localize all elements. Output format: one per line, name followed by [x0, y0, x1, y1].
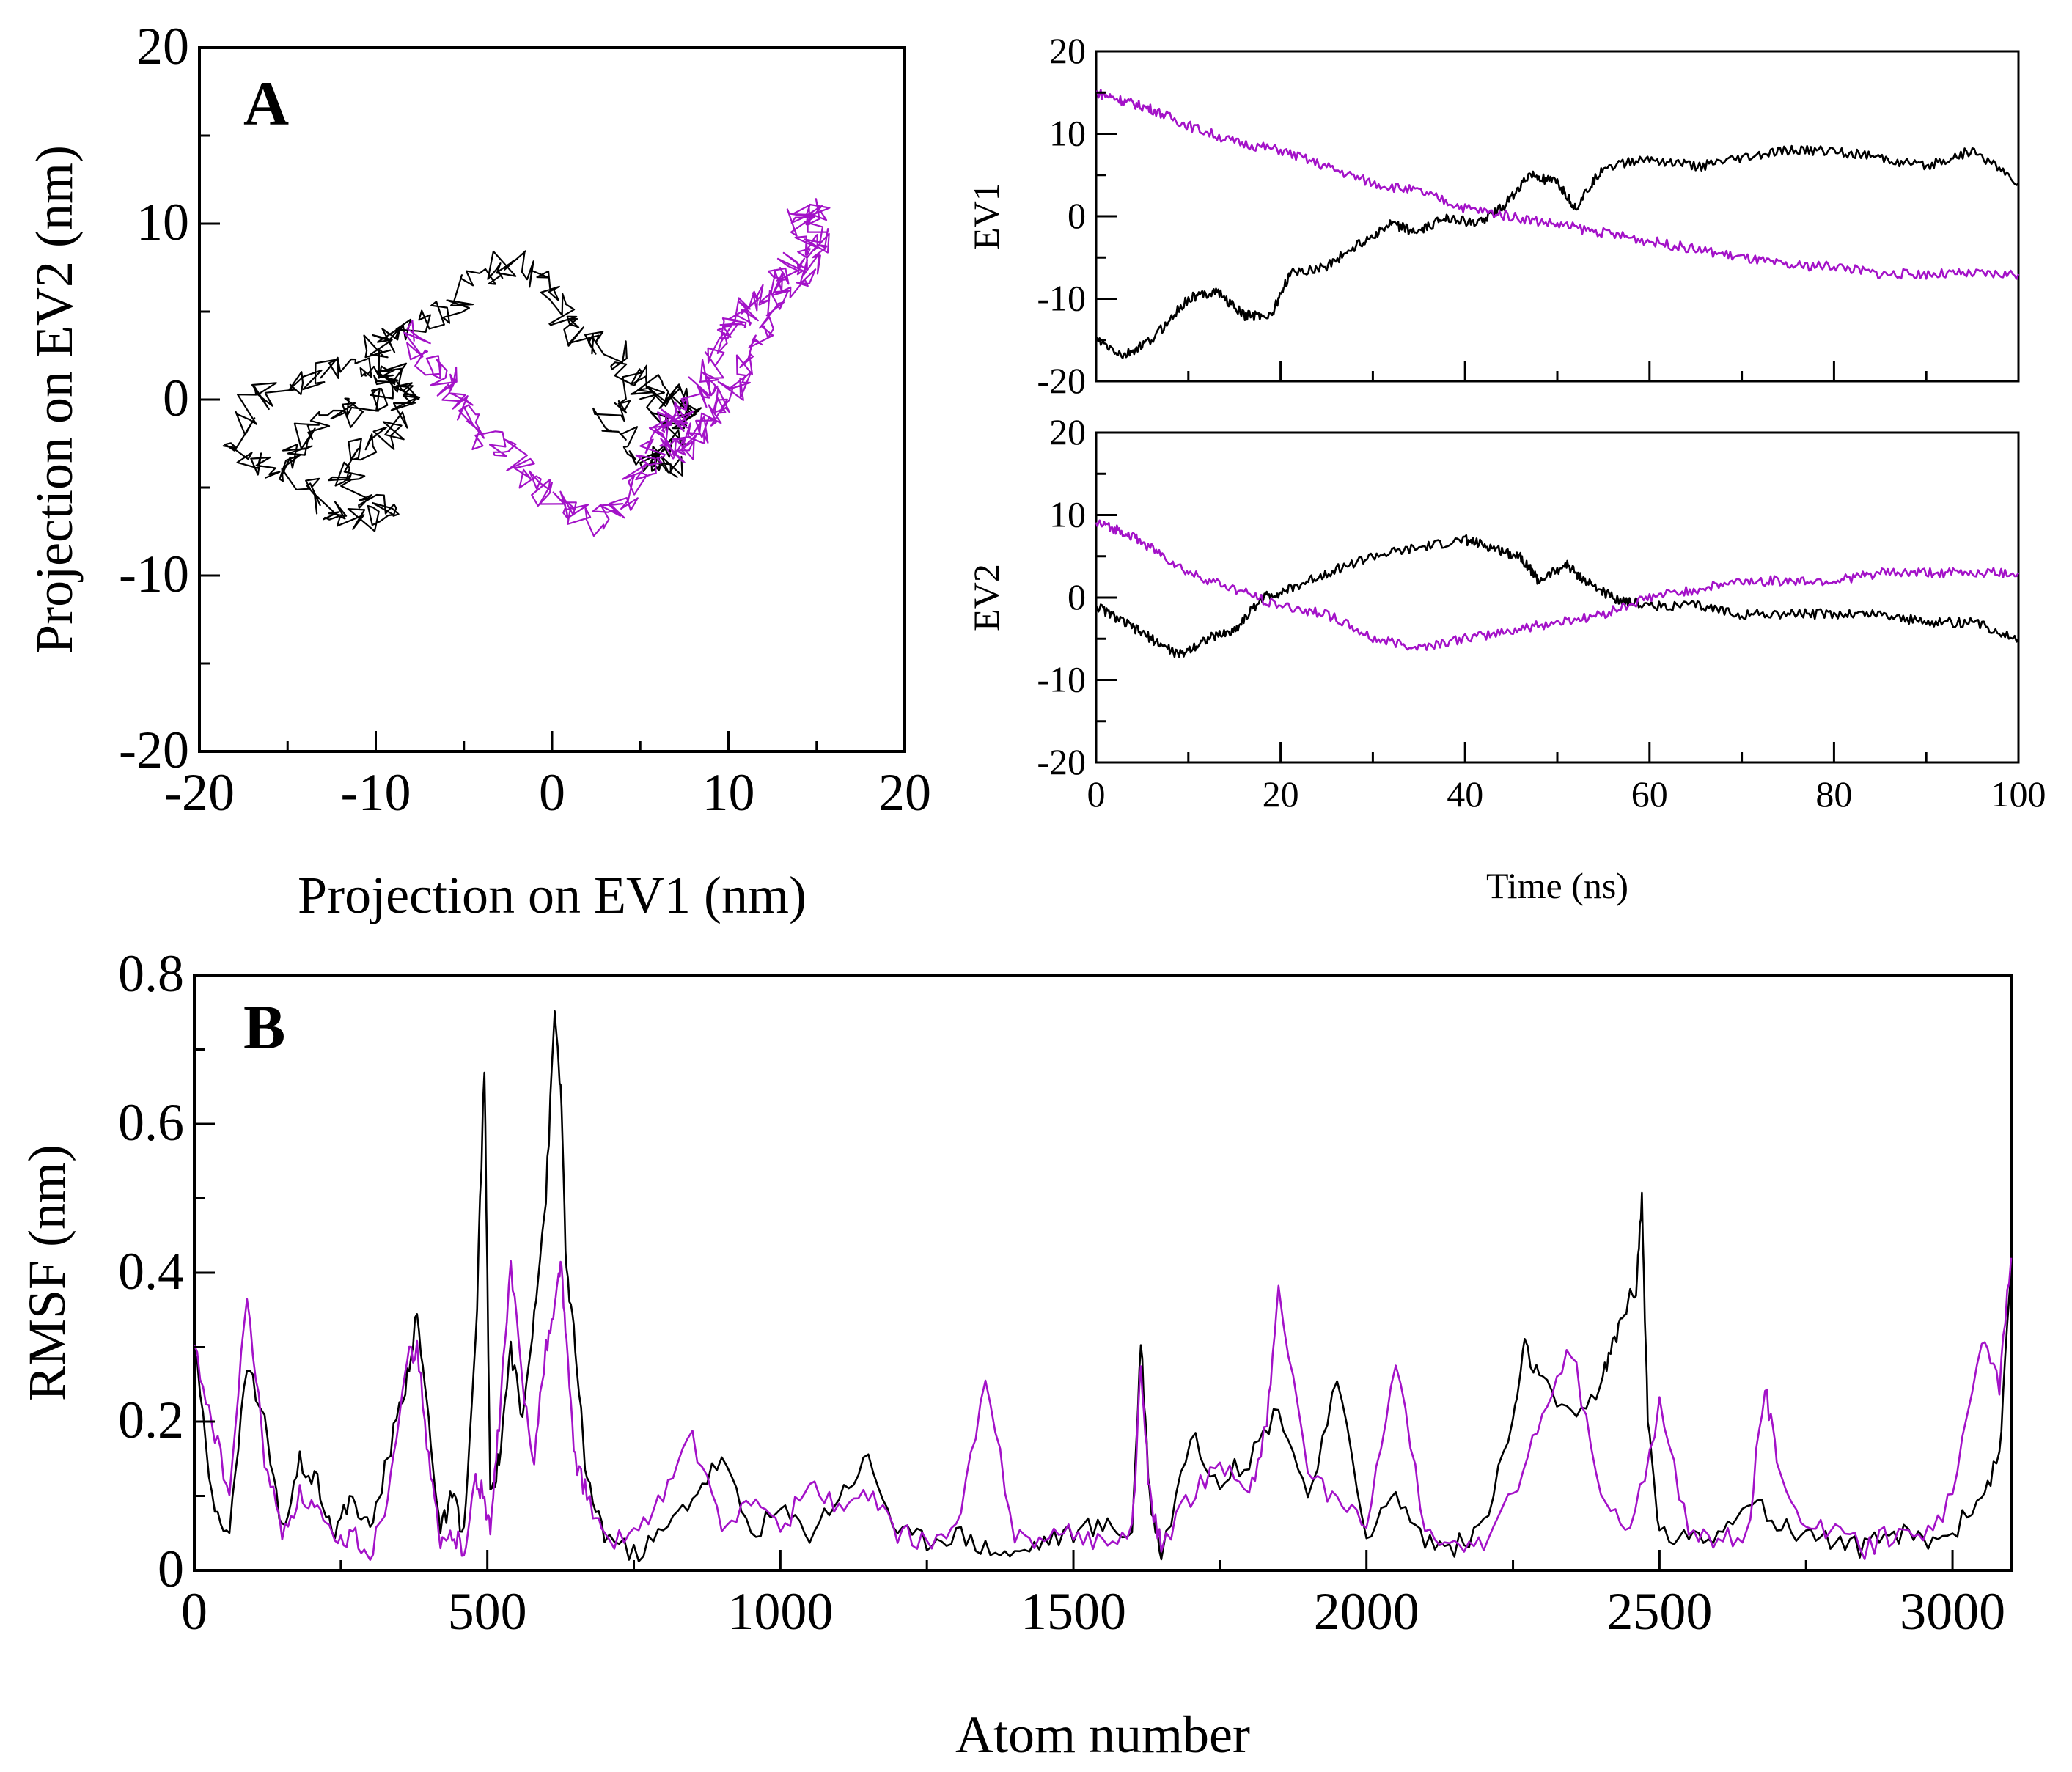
x-tick-label: 2500: [1606, 1582, 1712, 1641]
x-tick-label: 500: [448, 1582, 527, 1641]
y-axis-title: RMSF (nm): [18, 1144, 76, 1401]
plot-frame: [198, 46, 906, 753]
x-axis-title: Time (ns): [1486, 865, 1628, 906]
y-tick-label: -10: [119, 545, 189, 603]
y-tick-label: 20: [136, 17, 189, 76]
x-tick-label: 20: [1263, 773, 1299, 815]
y-tick-label: 10: [1049, 494, 1086, 535]
series-purple-line: [1095, 89, 2020, 280]
y-axis-title: Projection on EV2 (nm): [25, 145, 84, 654]
x-tick-label: 0: [1087, 773, 1106, 815]
y-tick-label: 0.4: [118, 1242, 184, 1301]
x-axis-title: Atom number: [955, 1705, 1250, 1764]
x-tick-label: 20: [878, 763, 931, 822]
y-tick-label: 0: [163, 369, 189, 427]
y-tick-label: 0: [1068, 195, 1086, 236]
y-tick-label: -20: [1037, 741, 1086, 782]
x-tick-label: 10: [702, 763, 755, 822]
y-tick-label: -10: [1037, 659, 1086, 700]
pca-projection-chart: -20 -10 0 10 20 -20 -10 0 10 20 A Projection on E…: [25, 17, 931, 924]
panel-label-b: B: [243, 992, 285, 1062]
plot-frame: [1095, 431, 2020, 764]
plot-frame: [1095, 50, 2020, 383]
x-tick-label: 0: [181, 1582, 207, 1641]
series-black-line: [1095, 534, 2020, 658]
y-tick-label: 0.8: [118, 944, 184, 1003]
x-tick-label: 2000: [1314, 1582, 1419, 1641]
y-tick-label: 0: [1068, 576, 1086, 617]
y-axis-title: EV1: [966, 183, 1007, 250]
series-purple-line: [1095, 519, 2020, 651]
y-tick-label: 20: [1049, 411, 1086, 452]
y-tick-label: -20: [119, 721, 189, 779]
panel-label-a: A: [243, 68, 289, 139]
y-axis-title: EV2: [966, 564, 1007, 631]
x-tick-label: -10: [341, 763, 411, 822]
x-tick-label: -20: [164, 763, 235, 822]
x-tick-label: 1500: [1021, 1582, 1126, 1641]
x-tick-label: 80: [1815, 773, 1852, 815]
y-tick-label: -10: [1037, 278, 1086, 319]
series-black-line: [1095, 144, 2019, 359]
series-black-line: [193, 1010, 2013, 1562]
x-tick-label: 0: [539, 763, 565, 822]
y-tick-label: 10: [1049, 113, 1086, 154]
y-tick-label: 0.6: [118, 1093, 184, 1152]
x-tick-label: 40: [1447, 773, 1483, 815]
ev2-time-chart: 0 20 40 60 80 100 -20 -10 0 10 20 Time (ns) EV2: [966, 411, 2046, 906]
y-tick-label: -20: [1037, 360, 1086, 401]
x-tick-label: 3000: [1900, 1582, 2005, 1641]
y-tick-label: 0.2: [118, 1391, 184, 1449]
ev1-time-chart: -20 -10 0 10 20 EV1: [966, 30, 2020, 401]
series-system-1-line: [222, 250, 702, 532]
x-tick-label: 1000: [727, 1582, 833, 1641]
y-tick-label: 0: [158, 1540, 184, 1598]
x-axis-title: Projection on EV1 (nm): [298, 866, 807, 924]
x-tick-label: 60: [1631, 773, 1668, 815]
series-system-2-line: [403, 198, 831, 537]
y-tick-label: 10: [136, 193, 189, 251]
series-purple-line: [193, 1257, 2013, 1561]
y-tick-label: 20: [1049, 30, 1086, 71]
x-tick-label: 100: [1991, 773, 2046, 815]
